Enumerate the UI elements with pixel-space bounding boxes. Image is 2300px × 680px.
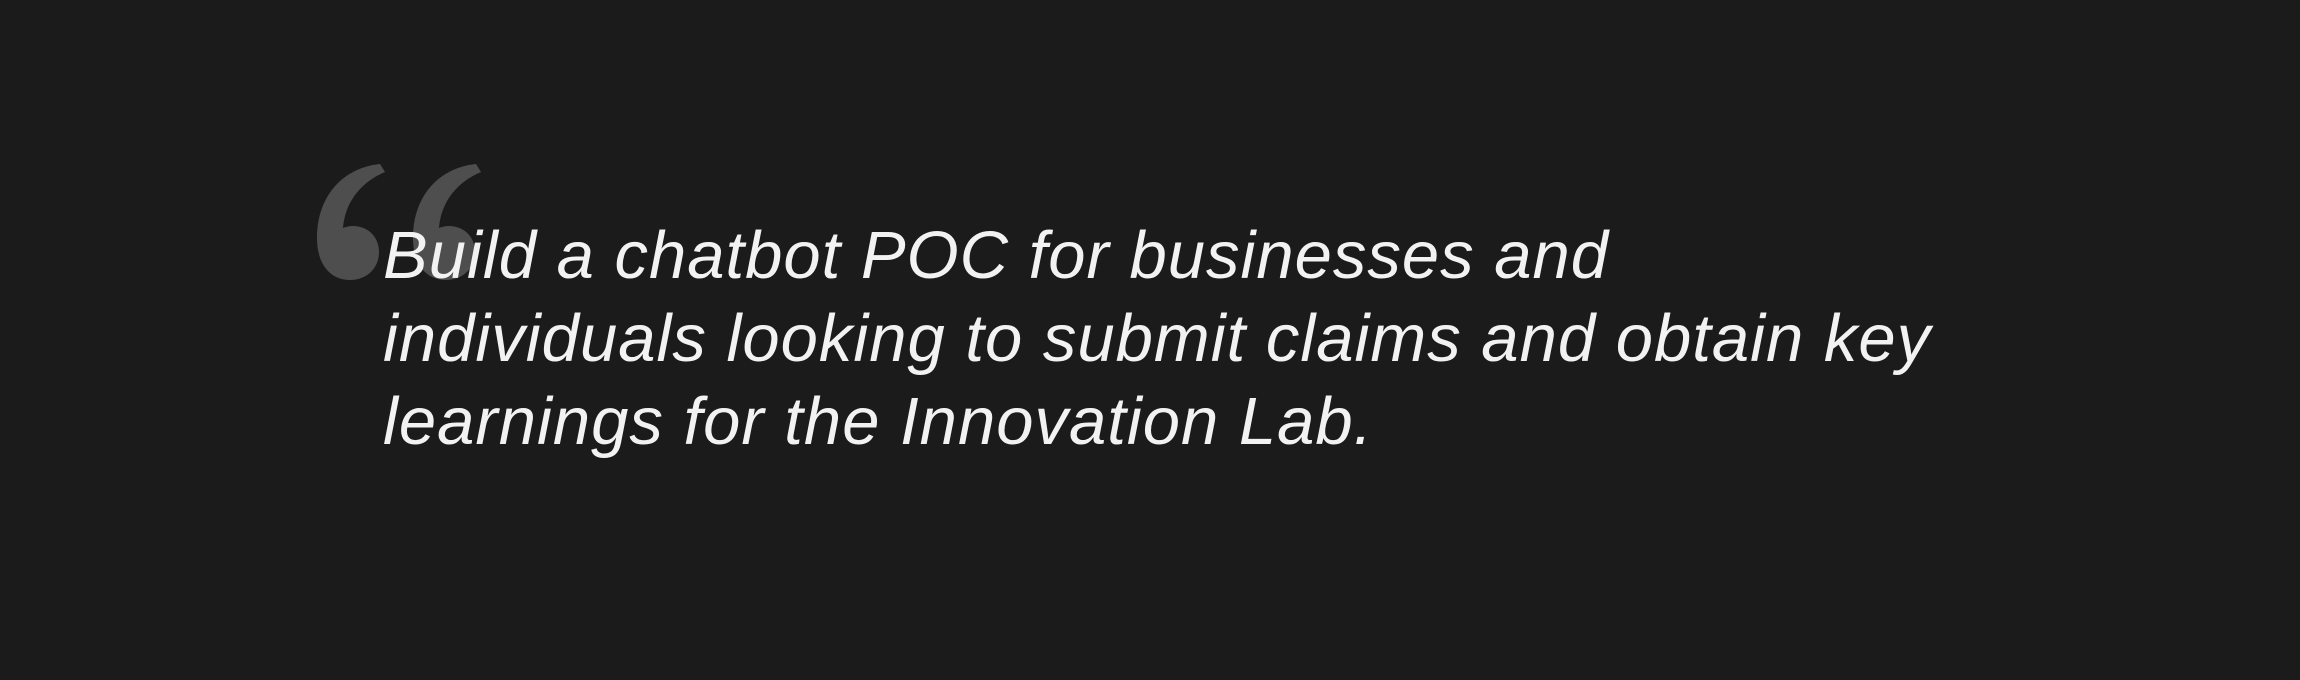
quote-line: Build a chatbot POC for businesses and [383, 218, 1610, 293]
quote-line: learnings for the Innovation Lab. [383, 384, 1374, 459]
quote-line: individuals looking to submit claims and… [383, 301, 1932, 376]
opening-quote-icon [317, 164, 481, 280]
quote-text: Build a chatbot POC for businesses and i… [383, 214, 2083, 463]
